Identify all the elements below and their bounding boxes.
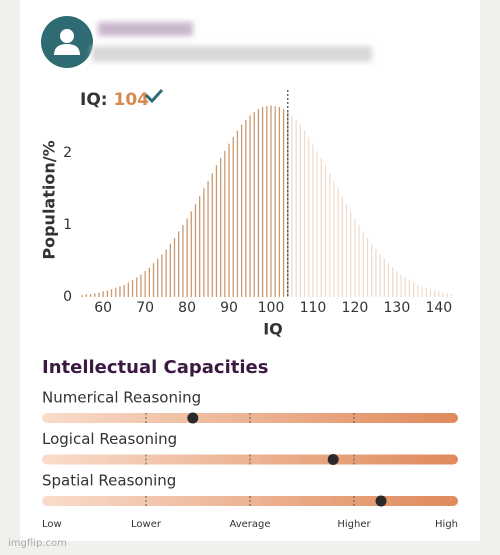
capacity-dot — [375, 495, 387, 507]
capacity-name: Spatial Reasoning — [42, 472, 176, 490]
avatar-body — [54, 44, 80, 55]
avatar-head — [60, 29, 74, 43]
x-tick-label: 60 — [94, 300, 112, 316]
scale-label: Higher — [337, 519, 371, 530]
score-value: 104 — [114, 90, 150, 110]
capacity-name: Numerical Reasoning — [42, 389, 201, 407]
x-tick-label: 100 — [258, 300, 285, 316]
y-tick-label: 2 — [63, 145, 72, 161]
x-tick-label: 80 — [178, 300, 196, 316]
x-tick-label: 70 — [136, 300, 154, 316]
iq-chart: 0 1 2 60 70 80 90 100 110 120 130 140 IQ Population/% — [40, 90, 452, 339]
y-tick-label: 0 — [63, 289, 72, 305]
check-icon — [144, 88, 164, 104]
blurred-name — [92, 22, 372, 62]
scale-label: Lower — [131, 519, 162, 530]
scale-label: High — [435, 519, 458, 530]
x-tick-label: 120 — [342, 300, 369, 316]
watermark: imgflip.com — [8, 538, 67, 549]
x-tick-label: 110 — [300, 300, 327, 316]
section-title: Intellectual Capacities — [42, 357, 268, 378]
x-tick-label: 140 — [425, 300, 452, 316]
score-text: IQ: 104 — [80, 90, 149, 110]
score-label: IQ: — [80, 90, 108, 110]
capacity-dot — [327, 454, 339, 465]
y-tick-label: 1 — [63, 217, 72, 233]
capacities: Intellectual Capacities Numerical Reasoni… — [42, 357, 458, 530]
x-tick-label: 130 — [384, 300, 411, 316]
y-axis-label: Population/% — [40, 140, 59, 259]
capacity-name: Logical Reasoning — [42, 430, 177, 448]
scale-label: Low — [42, 519, 62, 530]
x-axis-label: IQ — [263, 320, 283, 339]
x-tick-label: 90 — [220, 300, 238, 316]
capacity-dot — [187, 412, 199, 424]
scale-label: Average — [229, 519, 270, 530]
